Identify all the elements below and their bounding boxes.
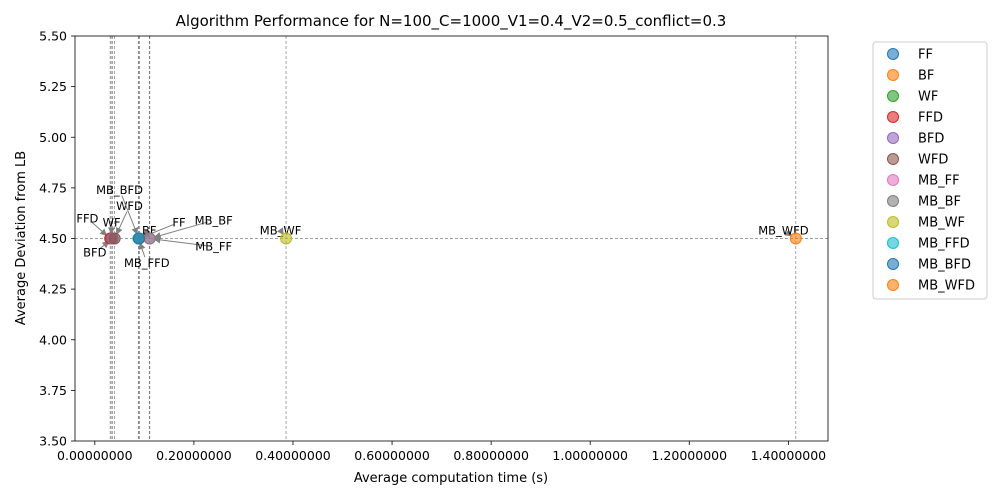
annotation-arrow-mb-ff: [153, 238, 208, 247]
legend-marker-mb-wf: [887, 216, 899, 228]
y-tick-label: 5.00: [39, 130, 67, 145]
annotation-label-mb-ffd: MB_FFD: [124, 256, 170, 270]
annotation-label-wfd: WFD: [116, 199, 143, 213]
legend-label-mb-wf: MB_WF: [918, 216, 965, 231]
annotation-label-ff: FF: [172, 215, 185, 229]
legend-box: [872, 41, 988, 300]
y-tick-label: 4.75: [39, 180, 67, 195]
y-tick-label: 5.50: [39, 29, 67, 44]
annotation-label-mb-bf: MB_BF: [195, 213, 233, 227]
y-tick-label: 3.75: [39, 383, 67, 398]
legend-marker-bf: [887, 69, 899, 81]
legend-marker-ffd: [887, 111, 899, 123]
annotation-label-mb-bfd: MB_BFD: [96, 183, 143, 197]
data-points: [104, 232, 802, 245]
y-tick-label: 3.50: [39, 434, 67, 449]
point-mb-wf: [280, 232, 293, 245]
legend-marker-mb-bf: [887, 195, 899, 207]
annotation-arrowhead-wf: [108, 227, 115, 235]
legend-label-bfd: BFD: [918, 132, 944, 147]
legend-label-mb-wfd: MB_WFD: [918, 279, 975, 294]
chart-title: Algorithm Performance for N=100_C=1000_V…: [176, 12, 727, 31]
x-axis-ticks: 0.00000000 0.20000000 0.40000000 0.60000000…: [57, 441, 826, 463]
legend-marker-wfd: [887, 153, 899, 165]
x-tick-label: 0.40000000: [255, 448, 331, 463]
x-tick-label: 0.00000000: [57, 448, 133, 463]
legend-label-ffd: FFD: [918, 111, 943, 126]
annotation-arrow-mb-bfd: [121, 195, 138, 235]
legend-marker-bfd: [887, 132, 899, 144]
annotation-arrowhead-mb-wf: [276, 227, 284, 236]
point-mb-wfd: [789, 232, 802, 245]
y-tick-label: 5.25: [39, 79, 67, 94]
x-tick-label: 1.40000000: [751, 448, 827, 463]
x-tick-label: 0.20000000: [156, 448, 232, 463]
legend-marker-mb-wfd: [887, 279, 899, 291]
x-tick-label: 1.20000000: [652, 448, 728, 463]
legend-marker-mb-ffd: [887, 237, 899, 249]
legend-label-mb-bf: MB_BF: [918, 195, 961, 210]
annotation-label-mb-wfd: MB_WFD: [758, 223, 809, 237]
legend-marker-ff: [887, 48, 899, 60]
x-axis-label: Average computation time (s): [354, 471, 548, 486]
y-tick-label: 4.25: [39, 282, 67, 297]
legend-marker-mb-bfd: [887, 258, 899, 270]
annotation-label-mb-wf: MB_WF: [260, 223, 302, 237]
point-wfd: [108, 232, 121, 245]
legend-label-wfd: WFD: [918, 153, 948, 168]
annotation-label-mb-ff: MB_FF: [195, 240, 232, 254]
legend-label-mb-bfd: MB_BFD: [918, 258, 971, 273]
x-tick-label: 1.00000000: [552, 448, 628, 463]
annotation-arrow-mb-bf: [153, 221, 209, 238]
point-mb-bfd: [132, 232, 145, 245]
y-axis-label: Average Deviation from LB: [14, 151, 29, 325]
legend-marker-mb-ff: [887, 174, 899, 186]
y-axis-ticks: 3.50 3.75 4.00 4.25 4.50 4.75 5.00 5.25 5.50: [39, 29, 75, 449]
annotation-label-wf: WF: [103, 215, 121, 229]
annotation-label-bfd: BFD: [83, 246, 107, 260]
annotation-arrowhead-wfd: [116, 227, 123, 235]
legend-label-ff: FF: [918, 48, 933, 63]
y-tick-label: 4.50: [39, 231, 67, 246]
annotation-arrowhead-mb-wfd: [784, 229, 793, 237]
legend-label-mb-ffd: MB_FFD: [918, 237, 970, 252]
annotation-arrowhead-ffd: [99, 228, 108, 236]
legend: FF BF WF FFD BFD WFD MB_FF MB_BF MB_WF MB_FFD MB_B…: [872, 41, 988, 300]
legend-label-wf: WF: [918, 90, 938, 105]
y-tick-label: 4.00: [39, 332, 67, 347]
point-mb-bf: [143, 232, 156, 245]
legend-label-mb-ff: MB_FF: [918, 174, 960, 189]
x-tick-label: 0.80000000: [453, 448, 529, 463]
legend-marker-wf: [887, 90, 899, 102]
plot-frame: [74, 35, 829, 442]
x-tick-label: 0.60000000: [354, 448, 430, 463]
legend-label-bf: BF: [918, 69, 934, 84]
annotation-label-ffd: FFD: [76, 211, 98, 225]
